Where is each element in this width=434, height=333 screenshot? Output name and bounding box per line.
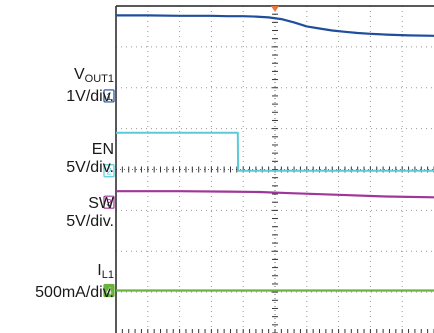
trigger-position-marker <box>271 6 279 12</box>
channel-1-ground-marker-label: 1 <box>106 92 112 103</box>
channel-1-trace <box>116 14 434 37</box>
channel-3-trace <box>116 190 434 199</box>
channel-2-trace <box>116 131 434 172</box>
channel-3-label: SW 5V/div. <box>66 195 114 231</box>
channel-1-scale: 1V/div. <box>66 88 114 105</box>
channel-2-scale: 5V/div. <box>66 159 114 176</box>
ground-markers: 1 2 3 4 <box>103 89 115 298</box>
channel-1-subscript: OUT1 <box>84 73 114 85</box>
channel-3-name: SW <box>88 195 114 212</box>
channel-2-ground-marker <box>103 164 115 178</box>
channel-2-ground-marker-label: 2 <box>106 167 112 178</box>
channel-3-ground-marker-label: 3 <box>106 198 112 209</box>
channel-4-subscript: L1 <box>101 269 114 281</box>
traces <box>116 14 434 292</box>
channel-4-ground-marker <box>103 283 115 298</box>
channel-2-label: EN 5V/div. <box>66 141 114 177</box>
channel-3-scale: 5V/div. <box>66 213 114 230</box>
channel-2-name: EN <box>91 141 114 158</box>
channel-1-label: VOUT1 1V/div. <box>66 66 114 106</box>
channel-3-ground-marker <box>103 195 115 209</box>
channel-1-name: V <box>73 66 85 83</box>
graticule <box>115 5 434 333</box>
channel-4-name: I <box>97 262 102 279</box>
channel-1-ground-marker <box>103 89 115 103</box>
channel-4-scale: 500mA/div. <box>35 284 114 301</box>
channel-4-label: IL1 500mA/div. <box>35 262 114 302</box>
channel-4-ground-marker-label: 4 <box>106 286 112 297</box>
